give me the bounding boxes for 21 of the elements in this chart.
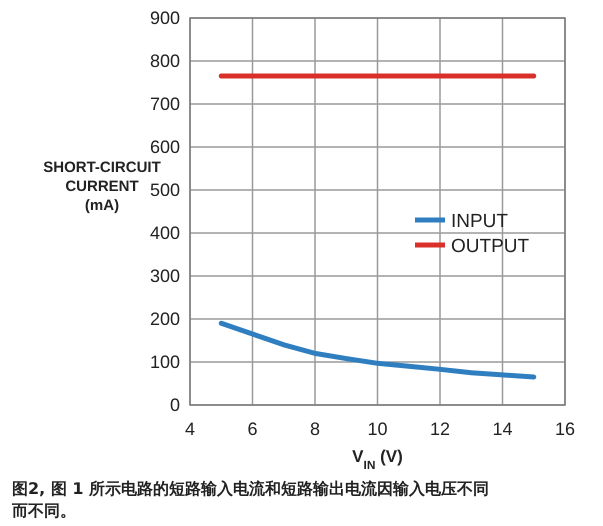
- y-tick-label: 100: [150, 352, 180, 372]
- y-tick-label: 300: [150, 266, 180, 286]
- y-tick-label: 500: [150, 180, 180, 200]
- legend-label: INPUT: [451, 211, 508, 232]
- y-tick-label: 800: [150, 51, 180, 71]
- caption: 图2, 图 1 所示电路的短路输入电流和短路输出电流因输入电压不同而不同。: [11, 479, 490, 520]
- y-tick-label: 0: [170, 395, 180, 415]
- y-tick-label: 400: [150, 223, 180, 243]
- x-tick-label: 4: [184, 419, 196, 439]
- y-tick-label: 700: [150, 94, 180, 114]
- x-tick-label: 16: [554, 419, 576, 439]
- y-tick-label: 900: [150, 8, 180, 28]
- x-tick-label: 14: [492, 419, 513, 439]
- y-tick-label: 600: [150, 137, 180, 157]
- x-tick-label: 6: [247, 419, 258, 439]
- x-tick-label: 10: [367, 419, 388, 439]
- x-tick-label: 8: [310, 419, 320, 439]
- legend-label: OUTPUT: [451, 236, 530, 257]
- x-tick-label: 12: [430, 419, 450, 439]
- x-axis-title: V$_{IN}$ (V): [352, 447, 403, 472]
- y-tick-label: 200: [150, 309, 180, 329]
